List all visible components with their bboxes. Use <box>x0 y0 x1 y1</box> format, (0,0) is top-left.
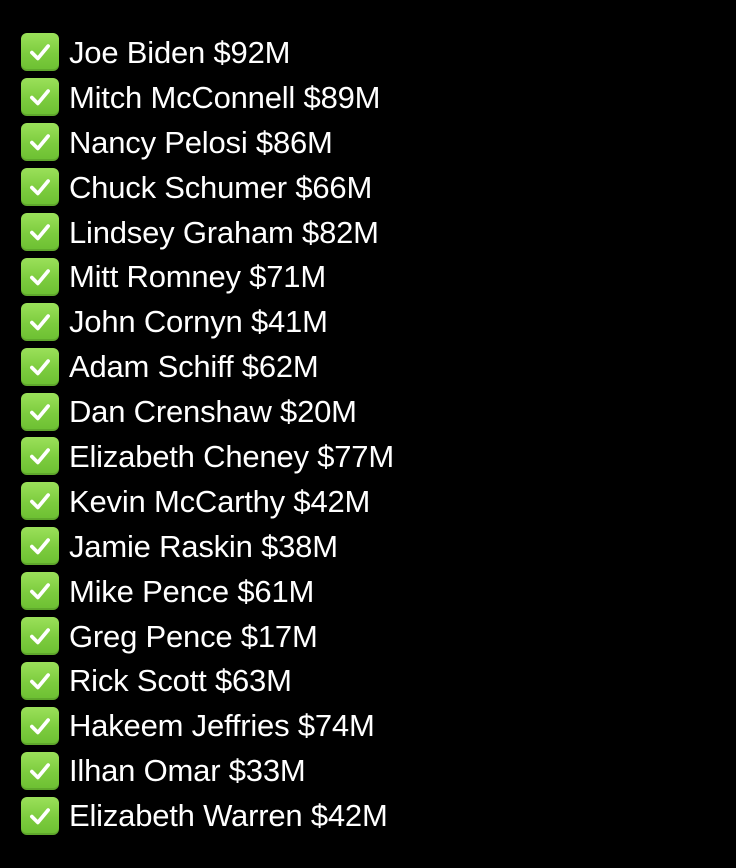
list-item-label: Elizabeth Warren $42M <box>69 798 388 834</box>
list-item: Elizabeth Warren $42M <box>21 793 394 838</box>
check-mark-icon <box>21 617 59 656</box>
list-item: Chuck Schumer $66M <box>21 165 394 210</box>
checklist: Joe Biden $92M Mitch McConnell $89M Nanc… <box>21 30 394 838</box>
check-mark-icon <box>21 168 59 207</box>
list-item-label: Kevin McCarthy $42M <box>69 483 371 519</box>
list-item-label: Mitt Romney $71M <box>69 259 326 295</box>
list-item: Adam Schiff $62M <box>21 344 394 389</box>
list-item: Dan Crenshaw $20M <box>21 389 394 434</box>
list-item-label: Mitch McConnell $89M <box>69 79 381 115</box>
list-item: Elizabeth Cheney $77M <box>21 434 394 479</box>
check-mark-icon <box>21 257 59 296</box>
check-mark-icon <box>21 796 59 835</box>
list-item: Lindsey Graham $82M <box>21 210 394 255</box>
check-mark-icon <box>21 33 59 72</box>
list-item: Ilhan Omar $33M <box>21 748 394 793</box>
list-item: John Cornyn $41M <box>21 299 394 344</box>
list-item-label: Rick Scott $63M <box>69 663 292 699</box>
check-mark-icon <box>21 302 59 341</box>
list-item-label: Lindsey Graham $82M <box>69 214 379 250</box>
check-mark-icon <box>21 392 59 431</box>
list-item: Mitch McConnell $89M <box>21 75 394 120</box>
list-item-label: Adam Schiff $62M <box>69 349 319 385</box>
check-mark-icon <box>21 661 59 700</box>
check-mark-icon <box>21 347 59 386</box>
list-item-label: Jamie Raskin $38M <box>69 528 338 564</box>
list-item: Joe Biden $92M <box>21 30 394 75</box>
check-mark-icon <box>21 482 59 521</box>
list-item: Mike Pence $61M <box>21 569 394 614</box>
check-mark-icon <box>21 213 59 251</box>
list-item: Jamie Raskin $38M <box>21 524 394 569</box>
list-item-label: Elizabeth Cheney $77M <box>69 438 394 474</box>
check-mark-icon <box>21 751 59 790</box>
list-item-label: John Cornyn $41M <box>69 304 328 340</box>
list-item: Mitt Romney $71M <box>21 254 394 299</box>
check-mark-icon <box>21 706 59 745</box>
list-item-label: Dan Crenshaw $20M <box>69 394 357 430</box>
list-item-label: Chuck Schumer $66M <box>69 169 373 205</box>
check-mark-icon <box>21 437 59 476</box>
check-mark-icon <box>21 78 59 117</box>
list-item-label: Joe Biden $92M <box>69 34 291 70</box>
check-mark-icon <box>21 527 59 566</box>
list-item-label: Nancy Pelosi $86M <box>69 124 333 160</box>
list-item-label: Hakeem Jeffries $74M <box>69 708 375 744</box>
list-item: Kevin McCarthy $42M <box>21 479 394 524</box>
list-item-label: Mike Pence $61M <box>69 573 315 609</box>
list-item: Rick Scott $63M <box>21 658 394 703</box>
list-item-label: Greg Pence $17M <box>69 618 318 654</box>
check-mark-icon <box>21 123 59 162</box>
list-item: Hakeem Jeffries $74M <box>21 703 394 748</box>
list-item-label: Ilhan Omar $33M <box>69 753 306 789</box>
check-mark-icon <box>21 572 59 611</box>
list-item: Greg Pence $17M <box>21 614 394 659</box>
list-item: Nancy Pelosi $86M <box>21 120 394 165</box>
